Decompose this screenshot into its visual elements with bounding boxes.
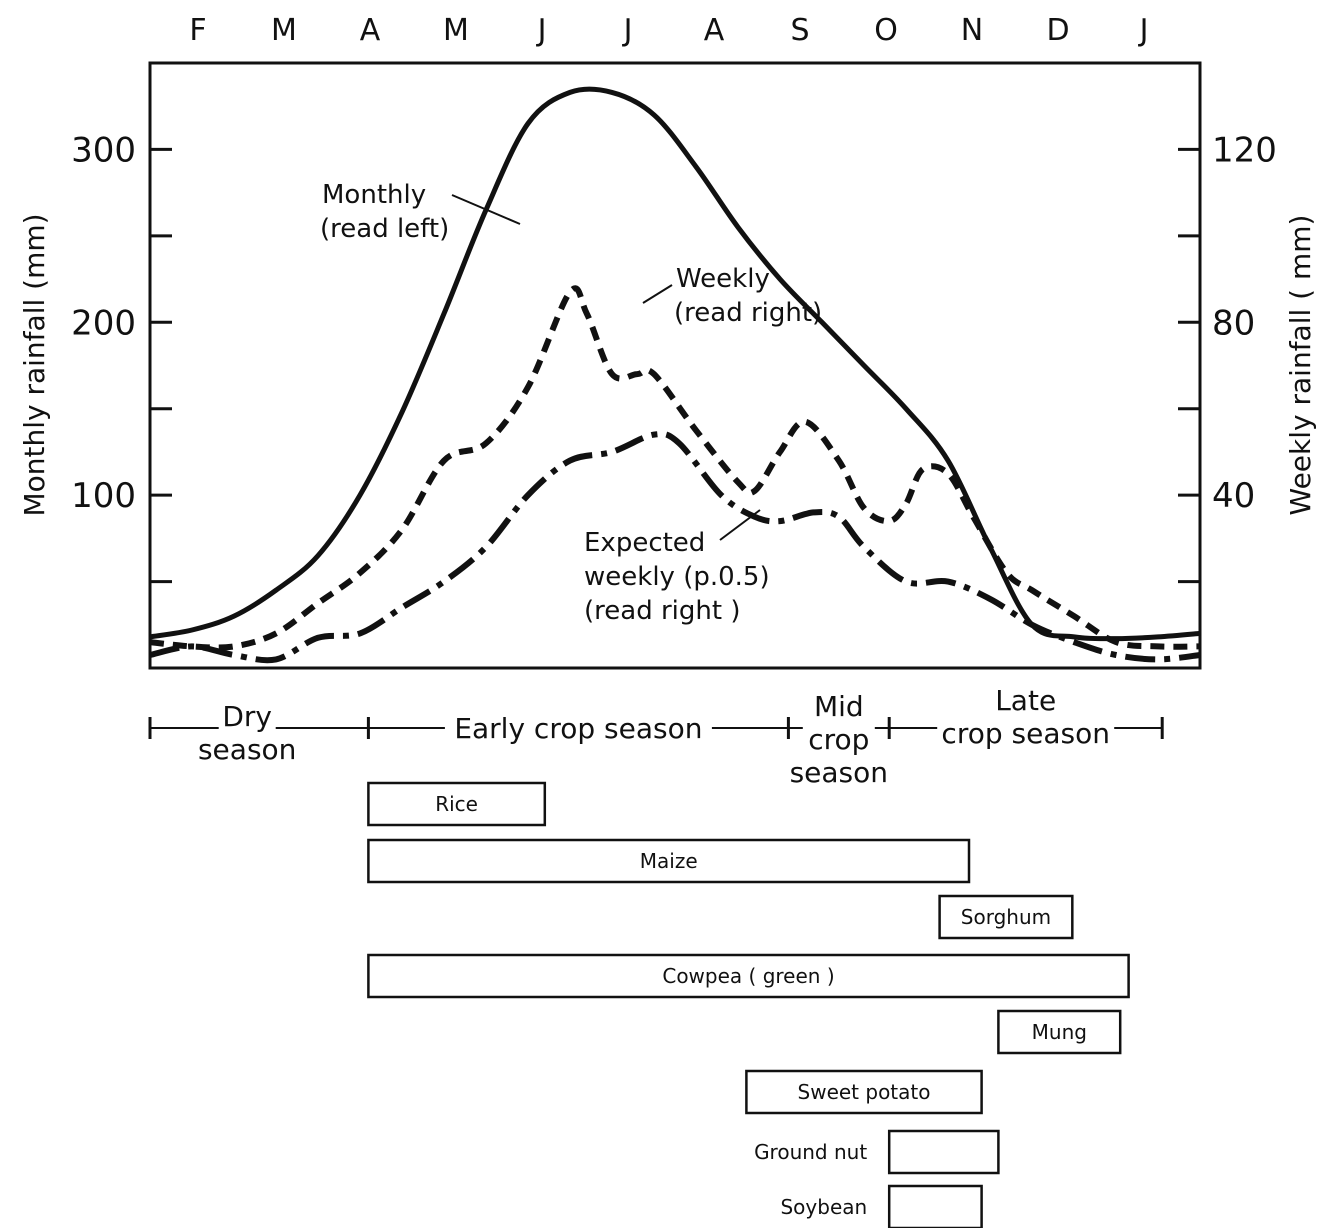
month-label: A — [704, 13, 725, 48]
weekly-pointer — [642, 284, 673, 304]
expected-annotation-line-2: weekly (p.0.5) — [584, 562, 770, 592]
expected-pointer — [719, 509, 761, 541]
season-label: Mid — [814, 690, 864, 723]
monthly-pointer — [451, 194, 521, 225]
left-tick-label: 300 — [71, 130, 136, 170]
month-label: M — [271, 13, 297, 48]
plot-area — [148, 61, 1202, 670]
series-line-3 — [149, 430, 1201, 664]
left-axis-title: Monthly rainfall (mm) — [18, 213, 51, 516]
month-label: J — [536, 13, 547, 48]
season-label: crop — [808, 723, 869, 756]
season-label-backdrop — [989, 686, 1062, 716]
crop-label: Sorghum — [961, 905, 1051, 929]
month-label: F — [189, 13, 206, 48]
right-tick-label: 120 — [1212, 130, 1277, 170]
weekly-annotation: Weekly (read right) — [642, 264, 822, 328]
month-label: J — [1138, 13, 1149, 48]
crop-bar — [367, 781, 547, 827]
month-label: M — [443, 13, 469, 48]
crop-label: Sweet potato — [798, 1080, 931, 1104]
season-label: Dry — [222, 700, 272, 733]
monthly-annotation-line-1: Monthly — [322, 180, 426, 210]
month-label: A — [360, 13, 381, 48]
right-tick-label: 40 — [1212, 476, 1255, 516]
crop-label: Soybean — [780, 1195, 867, 1219]
crop-bar — [887, 1129, 1000, 1175]
right-tick-label: 80 — [1212, 303, 1255, 343]
series-line-2 — [149, 285, 1201, 651]
crop-label: Ground nut — [754, 1140, 867, 1164]
crop-bar — [367, 953, 1130, 999]
season-label: Late — [995, 684, 1056, 717]
monthly-annotation: Monthly (read left) — [320, 180, 521, 244]
weekly-annotation-line-1: Weekly — [676, 264, 770, 294]
season-label-backdrop — [218, 702, 276, 732]
season-label-backdrop — [810, 692, 868, 722]
crop-bar — [938, 894, 1074, 940]
crop-bar — [367, 838, 971, 884]
expected-annotation: Expected weekly (p.0.5) (read right ) — [584, 509, 770, 626]
season-label: crop season — [941, 717, 1110, 750]
season-label-backdrop — [937, 719, 1115, 749]
series-lines — [149, 86, 1201, 664]
season-label: Early crop season — [454, 712, 702, 745]
crop-calendar: Rice Maize Sorghum Cowpea ( green ) Mung Swee… — [367, 781, 1130, 1228]
crop-label: Cowpea ( green ) — [662, 964, 834, 988]
monthly-annotation-line-2: (read left) — [320, 214, 449, 244]
season-label: season — [790, 756, 888, 789]
season-label-backdrop — [196, 735, 299, 765]
expected-annotation-line-3: (read right ) — [584, 596, 740, 626]
season-label-backdrop — [802, 725, 875, 755]
crop-label: Rice — [435, 792, 478, 816]
month-label: J — [622, 13, 633, 48]
season-label: season — [198, 733, 296, 766]
crop-bar — [997, 1009, 1122, 1055]
left-tick-label: 200 — [71, 303, 136, 343]
series-line-1 — [149, 86, 1201, 642]
season-label-backdrop — [444, 714, 712, 744]
month-label: N — [961, 13, 983, 48]
month-label: D — [1046, 13, 1069, 48]
crop-bar — [745, 1069, 983, 1115]
month-label: O — [874, 13, 898, 48]
month-label: S — [790, 13, 809, 48]
crop-label: Mung — [1032, 1020, 1087, 1044]
left-axis: 100 200 300 — [71, 130, 172, 584]
season-label-backdrop — [787, 758, 890, 788]
left-tick-label: 100 — [71, 476, 136, 516]
crop-bar — [887, 1184, 983, 1228]
crop-label: Maize — [640, 849, 698, 873]
expected-annotation-line-1: Expected — [584, 528, 705, 558]
weekly-annotation-line-2: (read right) — [674, 298, 822, 328]
right-axis: 40 80 120 — [1178, 130, 1277, 584]
right-axis-title: Weekly rainfall ( mm) — [1284, 215, 1317, 516]
